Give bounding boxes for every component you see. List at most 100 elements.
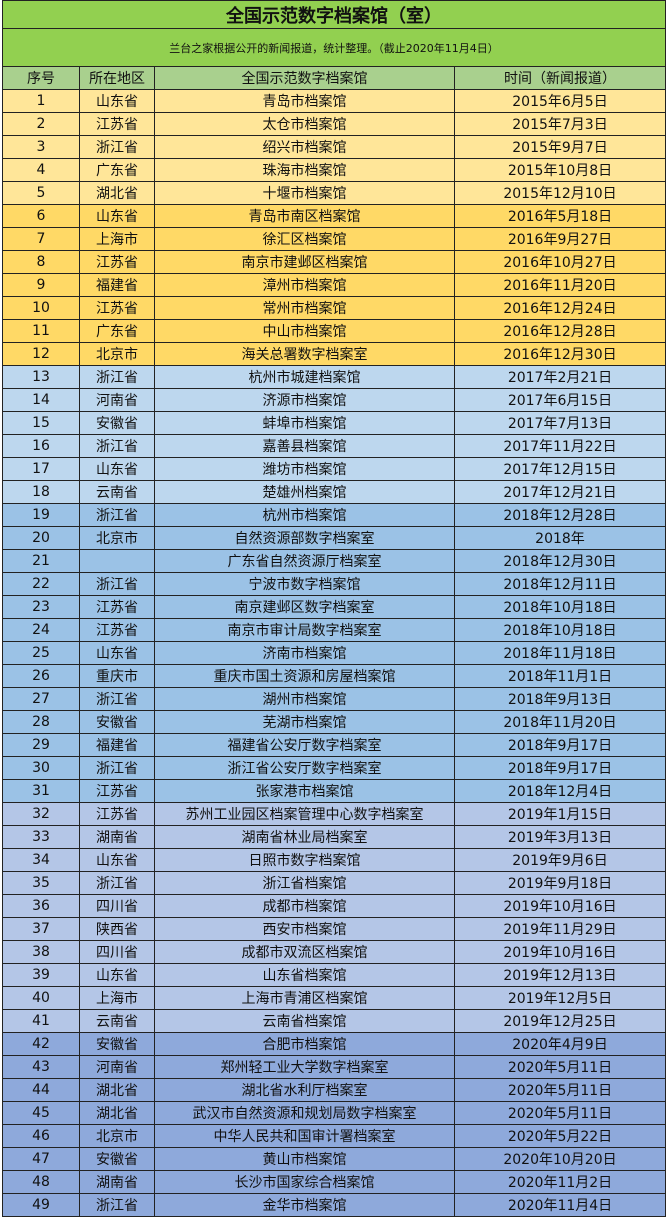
cell-region[interactable]: 北京市 bbox=[79, 342, 155, 366]
cell-date[interactable]: 2017年7月13日 bbox=[454, 411, 666, 435]
cell-region[interactable]: 湖北省 bbox=[79, 1101, 155, 1125]
cell-date[interactable]: 2019年9月6日 bbox=[454, 848, 666, 872]
cell-archive-name[interactable]: 自然资源部数字档案室 bbox=[154, 526, 455, 550]
cell-archive-name[interactable]: 南京市建邺区档案馆 bbox=[154, 250, 455, 274]
cell-archive-name[interactable]: 日照市数字档案馆 bbox=[154, 848, 455, 872]
header-date[interactable]: 时间（新闻报道） bbox=[454, 66, 666, 90]
cell-archive-name[interactable]: 合肥市档案馆 bbox=[154, 1032, 455, 1056]
cell-date[interactable]: 2020年5月11日 bbox=[454, 1055, 666, 1079]
cell-region[interactable]: 江苏省 bbox=[79, 112, 155, 136]
cell-date[interactable]: 2019年12月13日 bbox=[454, 963, 666, 987]
cell-archive-name[interactable]: 南京建邺区数字档案室 bbox=[154, 595, 455, 619]
cell-region[interactable]: 四川省 bbox=[79, 940, 155, 964]
cell-index[interactable]: 5 bbox=[2, 181, 80, 205]
cell-archive-name[interactable]: 成都市档案馆 bbox=[154, 894, 455, 918]
cell-archive-name[interactable]: 黄山市档案馆 bbox=[154, 1147, 455, 1171]
cell-date[interactable]: 2016年12月30日 bbox=[454, 342, 666, 366]
cell-date[interactable]: 2020年10月20日 bbox=[454, 1147, 666, 1171]
cell-index[interactable]: 13 bbox=[2, 365, 80, 389]
cell-region[interactable]: 云南省 bbox=[79, 480, 155, 504]
cell-date[interactable]: 2018年9月13日 bbox=[454, 687, 666, 711]
cell-region[interactable]: 浙江省 bbox=[79, 365, 155, 389]
cell-index[interactable]: 19 bbox=[2, 503, 80, 527]
cell-index[interactable]: 17 bbox=[2, 457, 80, 481]
cell-region[interactable]: 陕西省 bbox=[79, 917, 155, 941]
cell-archive-name[interactable]: 济源市档案馆 bbox=[154, 388, 455, 412]
cell-region[interactable]: 山东省 bbox=[79, 89, 155, 113]
cell-index[interactable]: 40 bbox=[2, 986, 80, 1010]
cell-archive-name[interactable]: 徐汇区档案馆 bbox=[154, 227, 455, 251]
cell-archive-name[interactable]: 十堰市档案馆 bbox=[154, 181, 455, 205]
cell-region[interactable]: 浙江省 bbox=[79, 135, 155, 159]
cell-index[interactable]: 22 bbox=[2, 572, 80, 596]
cell-index[interactable]: 26 bbox=[2, 664, 80, 688]
cell-region[interactable]: 山东省 bbox=[79, 457, 155, 481]
cell-index[interactable]: 36 bbox=[2, 894, 80, 918]
cell-region[interactable]: 江苏省 bbox=[79, 595, 155, 619]
cell-archive-name[interactable]: 嘉善县档案馆 bbox=[154, 434, 455, 458]
cell-index[interactable]: 15 bbox=[2, 411, 80, 435]
cell-region[interactable]: 江苏省 bbox=[79, 250, 155, 274]
cell-archive-name[interactable]: 武汉市自然资源和规划局数字档案室 bbox=[154, 1101, 455, 1125]
cell-archive-name[interactable]: 郑州轻工业大学数字档案室 bbox=[154, 1055, 455, 1079]
cell-archive-name[interactable]: 漳州市档案馆 bbox=[154, 273, 455, 297]
cell-date[interactable]: 2016年10月27日 bbox=[454, 250, 666, 274]
cell-region[interactable]: 浙江省 bbox=[79, 756, 155, 780]
cell-index[interactable]: 8 bbox=[2, 250, 80, 274]
subtitle-note[interactable]: 兰台之家根据公开的新闻报道，统计整理。（截止2020年11月4日） bbox=[2, 28, 666, 67]
cell-date[interactable]: 2018年10月18日 bbox=[454, 618, 666, 642]
cell-archive-name[interactable]: 宁波市数字档案馆 bbox=[154, 572, 455, 596]
cell-region[interactable]: 北京市 bbox=[79, 526, 155, 550]
cell-archive-name[interactable]: 杭州市城建档案馆 bbox=[154, 365, 455, 389]
cell-index[interactable]: 38 bbox=[2, 940, 80, 964]
cell-date[interactable]: 2017年2月21日 bbox=[454, 365, 666, 389]
cell-archive-name[interactable]: 湖州市档案馆 bbox=[154, 687, 455, 711]
cell-index[interactable]: 2 bbox=[2, 112, 80, 136]
cell-region[interactable]: 浙江省 bbox=[79, 503, 155, 527]
cell-archive-name[interactable]: 上海市青浦区档案馆 bbox=[154, 986, 455, 1010]
cell-archive-name[interactable]: 中华人民共和国审计署档案室 bbox=[154, 1124, 455, 1148]
cell-region[interactable]: 江苏省 bbox=[79, 296, 155, 320]
cell-index[interactable]: 29 bbox=[2, 733, 80, 757]
cell-archive-name[interactable]: 杭州市档案馆 bbox=[154, 503, 455, 527]
cell-date[interactable]: 2019年1月15日 bbox=[454, 802, 666, 826]
cell-region[interactable]: 上海市 bbox=[79, 986, 155, 1010]
cell-date[interactable]: 2018年10月18日 bbox=[454, 595, 666, 619]
cell-archive-name[interactable]: 云南省档案馆 bbox=[154, 1009, 455, 1033]
cell-region[interactable]: 河南省 bbox=[79, 1055, 155, 1079]
cell-region[interactable]: 安徽省 bbox=[79, 1147, 155, 1171]
cell-date[interactable]: 2018年11月18日 bbox=[454, 641, 666, 665]
cell-date[interactable]: 2019年11月29日 bbox=[454, 917, 666, 941]
cell-date[interactable]: 2016年9月27日 bbox=[454, 227, 666, 251]
cell-index[interactable]: 34 bbox=[2, 848, 80, 872]
cell-index[interactable]: 12 bbox=[2, 342, 80, 366]
cell-archive-name[interactable]: 南京市审计局数字档案室 bbox=[154, 618, 455, 642]
cell-index[interactable]: 14 bbox=[2, 388, 80, 412]
cell-date[interactable]: 2019年10月16日 bbox=[454, 894, 666, 918]
page-title[interactable]: 全国示范数字档案馆（室） bbox=[2, 0, 666, 29]
cell-date[interactable]: 2019年12月25日 bbox=[454, 1009, 666, 1033]
cell-archive-name[interactable]: 湖南省林业局档案室 bbox=[154, 825, 455, 849]
cell-date[interactable]: 2020年5月11日 bbox=[454, 1101, 666, 1125]
cell-date[interactable]: 2018年12月30日 bbox=[454, 549, 666, 573]
cell-region[interactable]: 福建省 bbox=[79, 733, 155, 757]
cell-index[interactable]: 9 bbox=[2, 273, 80, 297]
cell-index[interactable]: 24 bbox=[2, 618, 80, 642]
cell-date[interactable]: 2017年12月21日 bbox=[454, 480, 666, 504]
cell-date[interactable]: 2018年 bbox=[454, 526, 666, 550]
cell-index[interactable]: 37 bbox=[2, 917, 80, 941]
cell-region[interactable]: 浙江省 bbox=[79, 871, 155, 895]
cell-region[interactable]: 浙江省 bbox=[79, 1193, 155, 1217]
cell-date[interactable]: 2019年3月13日 bbox=[454, 825, 666, 849]
cell-region[interactable]: 山东省 bbox=[79, 204, 155, 228]
cell-date[interactable]: 2018年11月20日 bbox=[454, 710, 666, 734]
cell-region[interactable]: 上海市 bbox=[79, 227, 155, 251]
cell-date[interactable]: 2016年12月24日 bbox=[454, 296, 666, 320]
cell-archive-name[interactable]: 成都市双流区档案馆 bbox=[154, 940, 455, 964]
cell-index[interactable]: 47 bbox=[2, 1147, 80, 1171]
cell-index[interactable]: 45 bbox=[2, 1101, 80, 1125]
cell-date[interactable]: 2018年11月1日 bbox=[454, 664, 666, 688]
cell-archive-name[interactable]: 苏州工业园区档案管理中心数字档案室 bbox=[154, 802, 455, 826]
cell-region[interactable]: 湖北省 bbox=[79, 181, 155, 205]
cell-archive-name[interactable]: 潍坊市档案馆 bbox=[154, 457, 455, 481]
